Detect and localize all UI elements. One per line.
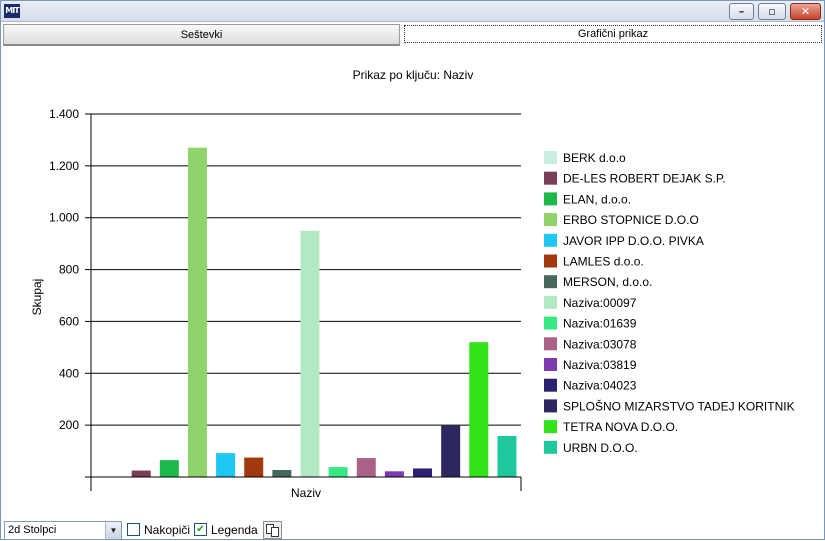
legend-label: TETRA NOVA D.O.O. [563, 420, 678, 434]
legend-label: URBN D.O.O. [563, 441, 638, 455]
bar [159, 460, 179, 477]
legend-swatch [544, 420, 557, 434]
app-icon: MIT [4, 4, 20, 18]
bar [469, 342, 489, 477]
chart-type-select[interactable]: 2d Stolpci ▼ [4, 521, 122, 540]
bar [356, 458, 376, 477]
legend-swatch [544, 378, 557, 392]
legend-swatch [544, 358, 557, 371]
bar [244, 457, 264, 477]
y-tick-label: 1.400 [49, 107, 79, 121]
bar-chart: Prikaz po ključu: Naziv 200 400 600 800 1.00… [30, 68, 795, 500]
y-tick-label: 800 [59, 263, 79, 277]
legend-swatch [544, 151, 557, 164]
legend-swatch [544, 316, 557, 330]
legend-label: LAMLES d.o.o. [563, 255, 644, 269]
chart-bars [131, 147, 517, 477]
close-button[interactable]: ✕ [790, 3, 821, 20]
legend-label: Naziva:04023 [563, 379, 637, 393]
legend-checkbox-box[interactable]: ✔ [194, 523, 207, 536]
bottom-toolbar: 2d Stolpci ▼ Nakopiči ✔ Legenda [1, 519, 824, 541]
chart-axes: 200 400 600 800 1.000 1.200 1.400 [49, 107, 522, 491]
legend-swatch [544, 192, 557, 206]
x-axis-label: Naziv [291, 486, 321, 500]
minimize-button[interactable]: – [729, 3, 754, 20]
legend-swatch [544, 233, 557, 247]
tab-sestevki[interactable]: Seštevki [3, 24, 400, 46]
maximize-button[interactable]: ▫ [758, 3, 786, 20]
copy-icon-page-front [271, 527, 279, 537]
legend-label: Naziva:00097 [563, 296, 637, 310]
legend-label: ERBO STOPNICE D.O.O [563, 213, 699, 227]
legend-swatch [544, 440, 557, 454]
legend-swatch [544, 275, 557, 289]
bar [272, 469, 292, 477]
bar [497, 436, 517, 477]
legend-checkbox-label: Legenda [211, 523, 258, 537]
legend-label: DE-LES ROBERT DEJAK S.P. [563, 172, 726, 186]
bar [131, 470, 151, 477]
tab-graficni-prikaz[interactable]: Grafični prikaz [404, 25, 822, 43]
bar [441, 425, 461, 477]
chart-legend: BERK d.o.o DE-LES ROBERT DEJAK S.P. ELAN, … [544, 151, 795, 455]
y-tick-label: 400 [59, 366, 79, 380]
y-tick-label: 1.000 [49, 211, 79, 225]
y-tick-label: 200 [59, 418, 79, 432]
chevron-down-icon[interactable]: ▼ [105, 522, 121, 539]
legend-swatch [544, 171, 557, 185]
stack-checkbox-box[interactable] [127, 523, 140, 536]
copy-icon[interactable] [263, 521, 282, 539]
bar [187, 147, 207, 477]
title-bar: MIT – ▫ ✕ [1, 1, 824, 22]
legend-label: Naziva:03819 [563, 358, 637, 372]
bar [300, 230, 320, 477]
chart-type-value: 2d Stolpci [8, 524, 57, 536]
legend-label: Naziva:03078 [563, 337, 637, 351]
legend-swatch [544, 337, 557, 351]
y-tick-label: 600 [59, 314, 79, 328]
legend-label: JAVOR IPP D.O.O. PIVKA [563, 234, 704, 248]
chart-panel: Prikaz po ključu: Naziv 200 400 600 800 1.00… [1, 47, 824, 517]
y-tick-label: 1.200 [49, 159, 79, 173]
bar [328, 467, 348, 477]
legend-label: MERSON, d.o.o. [563, 275, 652, 289]
legend-label: SPLOŠNO MIZARSTVO TADEJ KORITNIK [563, 398, 795, 413]
bar [216, 453, 236, 477]
legend-swatch [544, 254, 557, 268]
legend-swatch [544, 213, 557, 227]
legend-label: BERK d.o.o [563, 151, 626, 165]
tab-strip: Seštevki Grafični prikaz [3, 24, 824, 46]
stack-checkbox-label: Nakopiči [144, 523, 191, 537]
legend-swatch [544, 295, 557, 309]
chart-title: Prikaz po ključu: Naziv [353, 68, 474, 82]
bar [384, 471, 404, 477]
bar [413, 468, 433, 477]
legend-swatch [544, 399, 557, 413]
legend-label: ELAN, d.o.o. [563, 192, 631, 206]
y-axis-label: Skupaj [30, 279, 44, 316]
legend-label: Naziva:01639 [563, 317, 637, 331]
